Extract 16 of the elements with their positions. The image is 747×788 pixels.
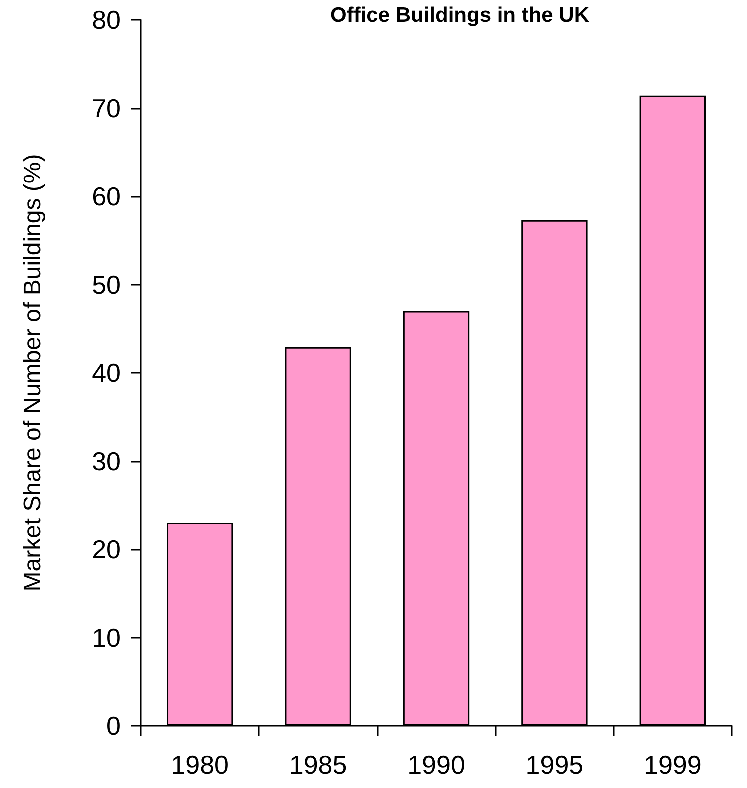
y-tick-label: 70	[92, 93, 121, 124]
y-tick-label: 40	[92, 358, 121, 388]
y-tick-label: 20	[92, 534, 121, 564]
y-tick-label: 50	[92, 270, 121, 300]
y-tick-label: 60	[92, 182, 121, 212]
chart-title: Office Buildings in the UK	[330, 4, 590, 27]
y-tick-label: 30	[92, 446, 121, 476]
y-axis-title: Market Share of Number of Buildings (%)	[20, 154, 46, 592]
x-tick-label: 1985	[289, 750, 348, 780]
x-tick-label: 1995	[526, 750, 584, 780]
y-tick-label: 80	[92, 5, 121, 35]
x-tick-label: 1999	[644, 750, 702, 780]
y-tick-label: 10	[92, 622, 121, 653]
y-tick-label: 0	[106, 711, 121, 741]
x-tick-label: 1990	[408, 750, 466, 780]
x-tick-label: 1980	[171, 750, 230, 780]
